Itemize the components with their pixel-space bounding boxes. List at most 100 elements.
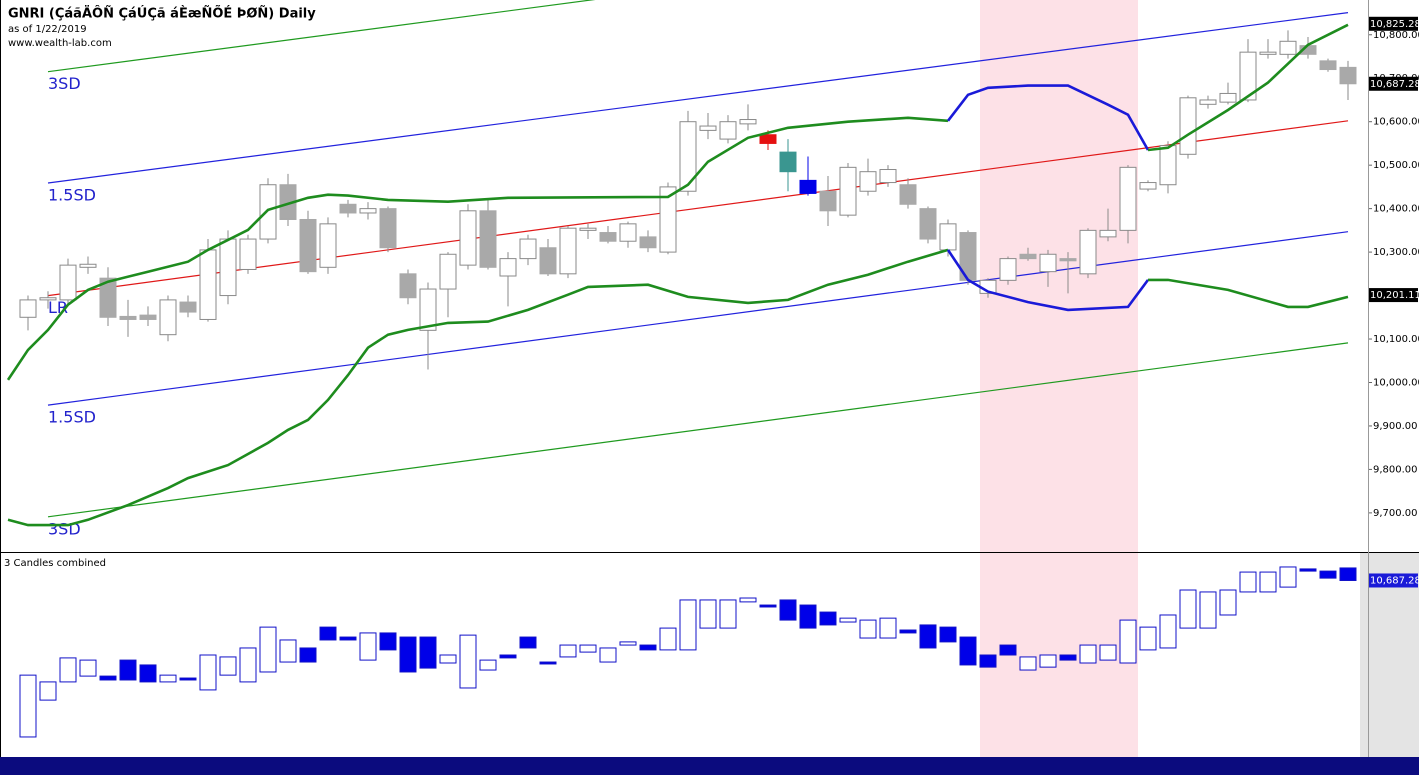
candle-body — [1059, 654, 1077, 661]
candle-body — [839, 617, 857, 623]
candle-body — [399, 636, 417, 673]
candle-body — [1119, 619, 1137, 664]
candle-body — [959, 636, 977, 666]
candle-body — [1259, 571, 1277, 593]
candle-body — [99, 277, 117, 318]
candle-body — [219, 238, 237, 297]
candle-body — [239, 647, 257, 683]
candle-body — [179, 677, 197, 681]
candle-body — [19, 299, 37, 318]
title-bg — [4, 4, 326, 24]
candle-body — [59, 657, 77, 683]
y-tick-label: 10,500.00 — [1373, 160, 1419, 171]
candle-body — [299, 218, 317, 273]
candle-body — [799, 604, 817, 629]
candle-body — [879, 169, 897, 184]
candle-body — [599, 232, 617, 242]
line — [7, 248, 949, 527]
candle-body — [759, 134, 777, 144]
candle-body — [859, 619, 877, 639]
candle-body — [1059, 258, 1077, 262]
y-tick-label: 10,100.00 — [1373, 334, 1419, 345]
candle-body — [419, 288, 437, 331]
channel-label: 1.5SD — [48, 185, 96, 204]
candle-body — [539, 661, 557, 665]
y-tick-label: 9,800.00 — [1373, 464, 1418, 475]
candle-body — [859, 171, 877, 192]
candle-body — [59, 264, 77, 301]
y-tick-label: 9,700.00 — [1373, 508, 1418, 519]
candle-body — [619, 641, 637, 646]
y-tick-label: 9,900.00 — [1373, 421, 1418, 432]
candle-body — [979, 654, 997, 668]
candle-body — [579, 644, 597, 653]
source: www.wealth-lab.com — [8, 38, 112, 49]
price-marker-label: 10,825.28 — [1370, 19, 1419, 30]
candle-body — [1319, 570, 1337, 579]
candle-body — [339, 203, 357, 214]
candle-body — [699, 125, 717, 131]
candle-body — [1279, 566, 1297, 588]
line — [47, 342, 1349, 518]
candle-body — [659, 186, 677, 253]
candle-body — [779, 151, 797, 173]
candle-body — [1219, 589, 1237, 616]
candle-body — [199, 249, 217, 320]
candle-body — [419, 636, 437, 669]
price-marker-label: 10,201.11 — [1370, 290, 1419, 301]
line — [6, 116, 949, 381]
candle-body — [1179, 97, 1197, 155]
y-tick-label: 10,600.00 — [1373, 117, 1419, 128]
candle-body — [1259, 51, 1277, 55]
candle-body — [439, 654, 457, 664]
candle-body — [519, 636, 537, 649]
price-marker-label: 10,687.28 — [1370, 575, 1419, 586]
candle-body — [1139, 182, 1157, 190]
as-of: as of 1/22/2019 — [8, 24, 87, 35]
candle-body — [1339, 66, 1357, 85]
price-marker-label: 10,687.28 — [1370, 79, 1419, 90]
candle-body — [1279, 40, 1297, 55]
channel-label: 1.5SD — [48, 408, 96, 427]
candle-body — [179, 301, 197, 313]
candle-body — [999, 258, 1017, 281]
candle-body — [79, 659, 97, 677]
candle-body — [199, 654, 217, 691]
y-tick-label: 10,000.00 — [1373, 377, 1419, 388]
line — [1147, 23, 1349, 152]
y-tick-label: 10,400.00 — [1373, 204, 1419, 215]
candle-body — [1239, 51, 1257, 101]
candle-body — [659, 627, 677, 651]
candle-body — [359, 632, 377, 661]
candle-body — [1039, 654, 1057, 668]
candle-body — [1019, 253, 1037, 260]
y-tick-label: 10,300.00 — [1373, 247, 1419, 258]
candle-body — [319, 223, 337, 268]
candle-body — [479, 659, 497, 671]
price-marker — [1368, 16, 1418, 31]
candle-body — [1159, 145, 1177, 186]
candle-body — [919, 208, 937, 240]
candle-body — [359, 208, 377, 214]
candle-body — [239, 238, 257, 270]
candle-body — [319, 626, 337, 641]
line — [47, 0, 596, 73]
candle-body — [1179, 589, 1197, 629]
indicator-panel — [19, 553, 1357, 757]
line — [47, 120, 1349, 297]
candle-body — [719, 121, 737, 140]
line — [47, 12, 1349, 184]
candle-body — [79, 263, 97, 268]
candle-body — [559, 644, 577, 658]
candle-body — [1339, 567, 1357, 581]
candle-body — [119, 315, 137, 320]
price-marker — [1368, 76, 1418, 91]
candle-body — [679, 599, 697, 651]
candle-body — [1159, 614, 1177, 649]
candle-body — [539, 247, 557, 275]
candle-body — [479, 210, 497, 268]
candle-body — [679, 121, 697, 192]
candle-body — [899, 629, 917, 634]
channel-label: 3SD — [48, 74, 81, 93]
